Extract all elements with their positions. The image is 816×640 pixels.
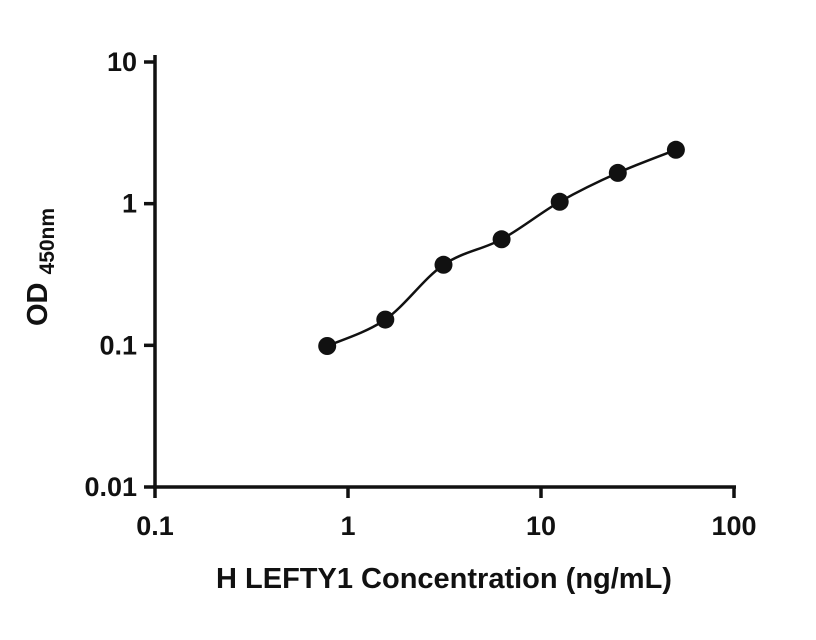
data-point-marker	[550, 192, 569, 211]
y-axis-title-subscript: 450nm	[36, 208, 59, 275]
tick-marks	[144, 60, 736, 498]
x-tick-label: 100	[711, 511, 756, 541]
data-point-marker	[376, 310, 395, 329]
data-point-marker	[492, 230, 511, 249]
x-tick-label: 10	[526, 511, 556, 541]
y-axis-title-main: OD	[22, 283, 54, 327]
y-tick-label: 1	[122, 189, 137, 219]
data-series	[318, 140, 685, 355]
x-tick-label: 0.1	[136, 511, 174, 541]
x-tick-label: 1	[340, 511, 355, 541]
y-tick-label: 0.1	[99, 330, 137, 360]
data-point-marker	[318, 337, 337, 355]
y-axis-title: OD 450nm	[22, 208, 59, 326]
x-axis-title: H LEFTY1 Concentration (ng/mL)	[216, 563, 672, 595]
data-point-marker	[666, 140, 685, 159]
axes	[153, 55, 736, 489]
tick-labels: 0.1 1 10 100 0.01 0.1 1 10	[84, 47, 756, 541]
data-point-marker	[434, 255, 453, 274]
data-point-marker	[608, 163, 627, 182]
y-tick-label: 0.01	[84, 472, 137, 502]
y-tick-label: 10	[107, 47, 137, 77]
